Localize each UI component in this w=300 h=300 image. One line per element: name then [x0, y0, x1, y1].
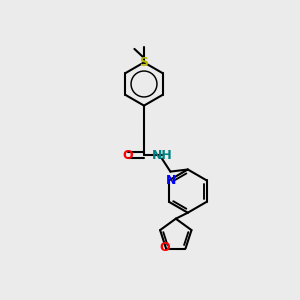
Text: O: O	[122, 148, 133, 162]
Text: S: S	[140, 56, 148, 69]
Text: NH: NH	[152, 148, 172, 162]
Text: N: N	[165, 174, 176, 187]
Text: O: O	[159, 241, 170, 254]
